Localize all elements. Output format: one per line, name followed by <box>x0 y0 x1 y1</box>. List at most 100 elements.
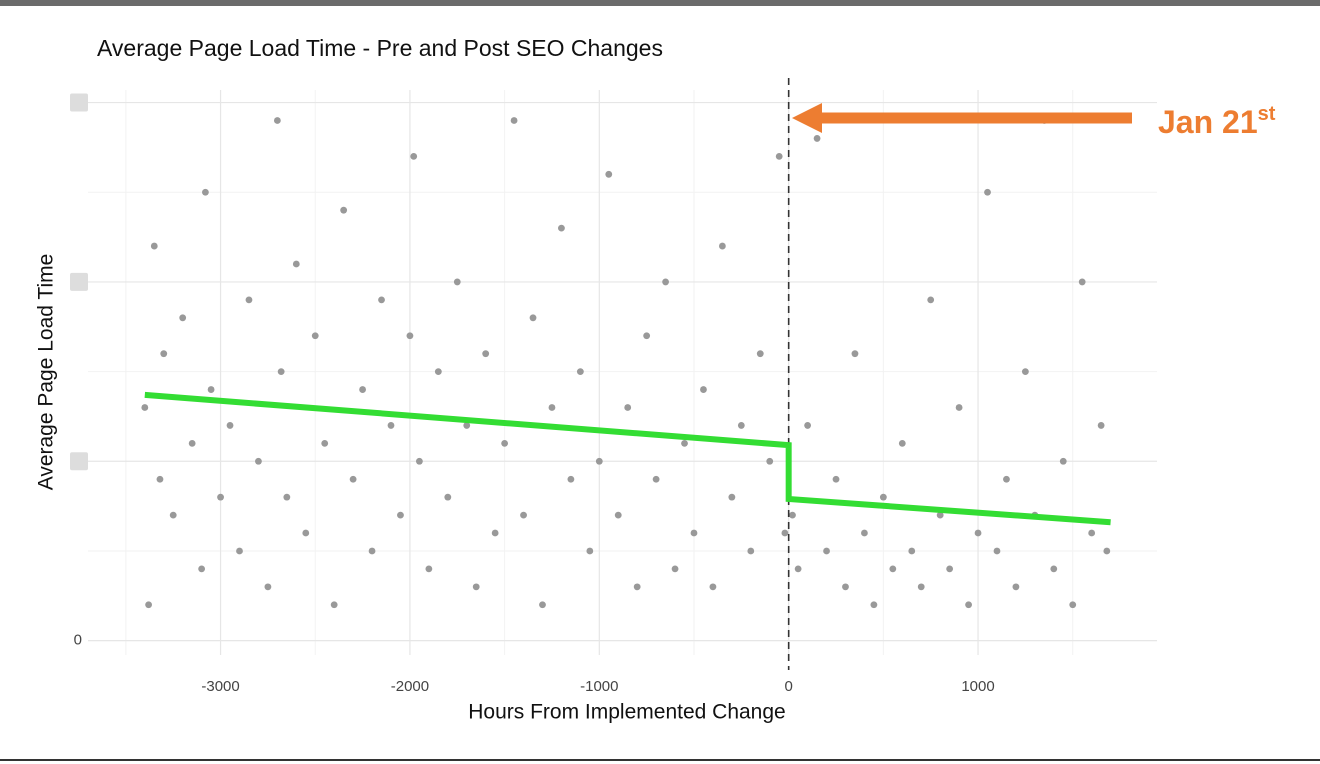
point <box>1088 529 1096 537</box>
point <box>965 601 972 609</box>
bottom-border <box>0 759 1320 761</box>
point <box>766 457 774 465</box>
point <box>737 422 745 429</box>
point <box>804 422 812 429</box>
point <box>145 601 152 609</box>
point <box>671 565 679 573</box>
point <box>789 511 796 519</box>
point <box>520 511 527 519</box>
point <box>415 457 423 465</box>
x-tick-label: -1000 <box>580 678 618 695</box>
redacted-tick-label <box>70 93 88 112</box>
point <box>861 529 868 537</box>
point <box>681 439 688 447</box>
point <box>643 332 651 340</box>
point <box>425 565 433 573</box>
point <box>842 583 849 591</box>
point <box>410 152 418 160</box>
point <box>690 529 698 537</box>
point <box>624 404 632 411</box>
point <box>330 601 338 609</box>
y-axis-label: Average Page Load Time <box>35 254 58 491</box>
point <box>851 350 859 358</box>
point <box>217 493 224 501</box>
chart-title: Average Page Load Time - Pre and Post SE… <box>97 35 663 61</box>
point <box>993 547 1001 555</box>
point <box>359 386 366 393</box>
point <box>501 439 509 447</box>
point <box>198 565 206 573</box>
point <box>614 511 622 519</box>
point <box>576 368 584 376</box>
point <box>775 152 783 160</box>
point <box>823 547 830 555</box>
point <box>1078 278 1086 286</box>
x-axis-label: Hours From Implemented Change <box>468 701 785 724</box>
point <box>832 475 840 483</box>
point <box>662 278 669 286</box>
point <box>595 457 603 465</box>
point <box>946 565 954 573</box>
point <box>756 350 764 358</box>
point <box>605 170 613 178</box>
point <box>747 547 755 555</box>
point <box>558 224 565 232</box>
point <box>406 332 414 340</box>
arrow-head <box>792 103 822 133</box>
y-tick-label: 0 <box>74 632 82 649</box>
point <box>548 404 556 411</box>
point <box>340 206 348 214</box>
top-border <box>0 0 1320 6</box>
point <box>283 493 291 501</box>
point <box>889 565 897 573</box>
point <box>311 332 319 340</box>
x-tick-label: 0 <box>785 678 793 695</box>
point <box>141 404 149 411</box>
point <box>302 529 310 537</box>
point <box>813 135 821 142</box>
point <box>387 422 395 429</box>
point <box>273 117 281 124</box>
point <box>908 547 916 555</box>
point <box>188 439 196 447</box>
annotation-text: Jan 21st <box>1158 103 1276 140</box>
point <box>397 511 404 519</box>
point <box>984 188 991 196</box>
annotation: Jan 21st <box>792 103 1276 140</box>
point <box>728 493 736 501</box>
point <box>1021 368 1029 376</box>
x-tick-label: -3000 <box>201 678 239 695</box>
point <box>529 314 537 322</box>
point <box>927 296 935 304</box>
point <box>349 475 357 483</box>
point <box>378 296 385 304</box>
point <box>179 314 187 322</box>
point <box>898 439 906 447</box>
point <box>974 529 982 537</box>
point <box>245 296 253 304</box>
redacted-tick-label <box>70 452 88 471</box>
point <box>236 547 243 555</box>
point <box>368 547 376 555</box>
trend-line <box>144 391 1111 526</box>
point <box>879 493 887 501</box>
point <box>510 117 518 124</box>
point <box>936 511 944 519</box>
point <box>794 565 802 573</box>
point <box>472 583 480 591</box>
point <box>870 601 878 609</box>
x-tick-label: -2000 <box>391 678 429 695</box>
point <box>917 583 925 591</box>
point <box>1059 457 1067 465</box>
point <box>567 475 575 483</box>
point <box>1069 601 1077 609</box>
point <box>434 368 442 376</box>
point <box>444 493 452 501</box>
point <box>781 529 789 537</box>
point <box>292 260 300 268</box>
point <box>321 439 329 447</box>
point <box>633 583 641 591</box>
point <box>709 583 717 591</box>
point <box>586 547 594 555</box>
